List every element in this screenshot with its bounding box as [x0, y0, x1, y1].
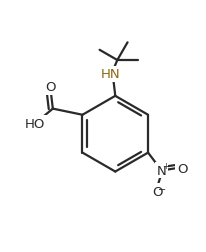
- Text: HN: HN: [101, 68, 121, 81]
- Text: N: N: [157, 164, 166, 177]
- Text: −: −: [158, 185, 166, 195]
- Text: +: +: [162, 161, 169, 170]
- Text: O: O: [177, 162, 188, 175]
- Text: O: O: [153, 185, 163, 198]
- Text: O: O: [45, 81, 56, 94]
- Text: HO: HO: [25, 117, 45, 130]
